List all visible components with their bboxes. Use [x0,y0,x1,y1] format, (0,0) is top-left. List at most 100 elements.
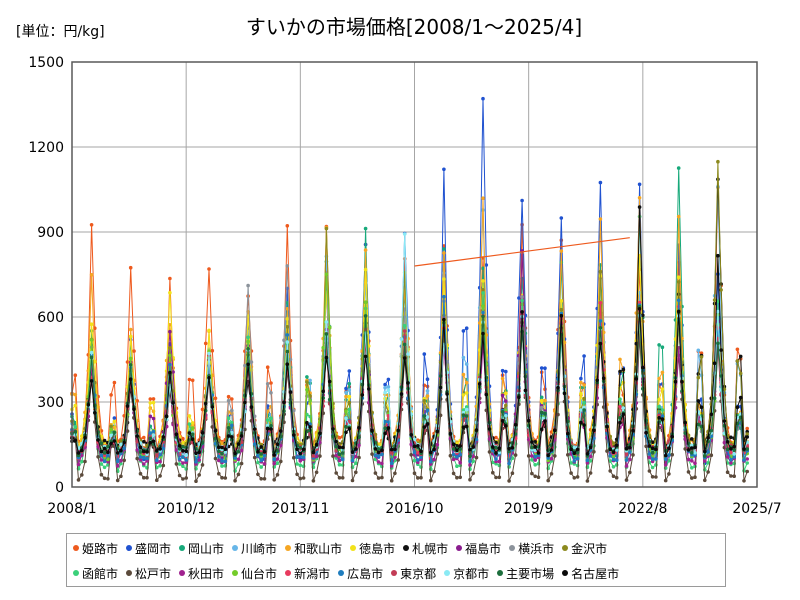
data-point [562,391,567,396]
data-point [109,424,113,429]
data-point [399,392,404,396]
data-point [703,478,707,483]
data-point [376,476,381,480]
data-point [660,408,665,412]
data-point [308,425,312,429]
legend-row-2: 函館市 松戸市 秋田市 仙台市 新潟市 広島市 東京都 京都市 主要市場 名古屋市 [67,562,725,584]
y-tick-label: 1200 [28,140,64,156]
x-axis-ticks: 2008/1 2010/12 2013/11 2016/10 2019/9 2022/8 2… [47,501,781,517]
data-point [729,474,733,478]
data-point [559,299,564,303]
data-point [324,332,329,336]
data-point [530,445,534,450]
data-point [667,458,671,463]
data-point [553,454,557,458]
data-point [142,455,146,460]
data-point [177,444,182,448]
data-point [484,263,489,267]
data-point [272,478,277,482]
data-point [461,393,466,397]
data-point [89,350,94,355]
data-point [598,341,603,346]
data-point [298,476,303,481]
data-point [311,479,316,483]
data-point [275,442,280,447]
legend-marker-icon [126,545,133,551]
data-point [412,444,417,449]
series-19 [70,253,749,458]
data-point [138,457,143,462]
data-point [738,395,743,400]
data-point [148,401,153,405]
data-point [148,440,153,445]
data-point [256,454,260,458]
data-point [174,432,179,437]
data-point [125,404,130,408]
data-point [716,272,720,276]
data-point [481,331,485,336]
data-point [99,441,104,446]
data-point [611,457,616,462]
data-point [735,405,740,410]
legend-marker-icon [179,570,186,576]
data-point [641,313,645,318]
data-point [89,223,94,227]
data-point [500,410,505,414]
data-point [412,437,417,442]
data-point [673,379,678,384]
data-point [432,469,436,474]
data-point [174,462,179,466]
data-point [194,479,198,484]
data-point [699,355,704,359]
data-point [513,453,518,457]
data-point [344,386,348,391]
data-point [171,401,175,405]
data-point [464,424,469,429]
data-point [402,329,407,333]
data-point [402,356,407,360]
data-point [588,454,593,459]
data-point [350,478,355,483]
data-point [217,449,221,454]
data-point [295,455,299,460]
data-point [624,464,629,468]
data-point [745,461,749,465]
data-point [621,412,626,417]
x-tick-label: 2022/8 [618,501,667,517]
data-point [350,450,355,455]
data-point [429,450,433,455]
data-point [709,412,714,417]
data-point [337,462,342,467]
data-point [690,437,694,441]
data-point [128,327,133,332]
data-point [132,349,136,353]
legend-item: 川崎市 [232,540,277,557]
data-point [213,429,218,433]
data-point [210,405,215,409]
data-point [686,448,691,452]
data-point [722,387,727,392]
data-point [451,442,456,447]
data-point [115,451,120,455]
data-point [272,461,277,466]
data-point [703,468,707,472]
legend-marker-icon [350,545,357,551]
data-point [442,317,446,322]
legend-item: 姫路市 [73,540,118,557]
data-point [142,435,146,440]
data-point [83,435,87,440]
data-point [386,420,391,424]
data-point [145,456,149,461]
data-point [494,435,498,440]
data-point [719,288,723,292]
data-point [729,447,733,451]
data-point [155,453,159,458]
data-point [174,448,179,452]
data-point [168,370,172,375]
data-point [207,376,211,380]
data-point [494,475,498,480]
data-point [109,441,113,446]
data-point [99,472,104,477]
data-point [164,414,169,419]
data-point [494,457,498,461]
